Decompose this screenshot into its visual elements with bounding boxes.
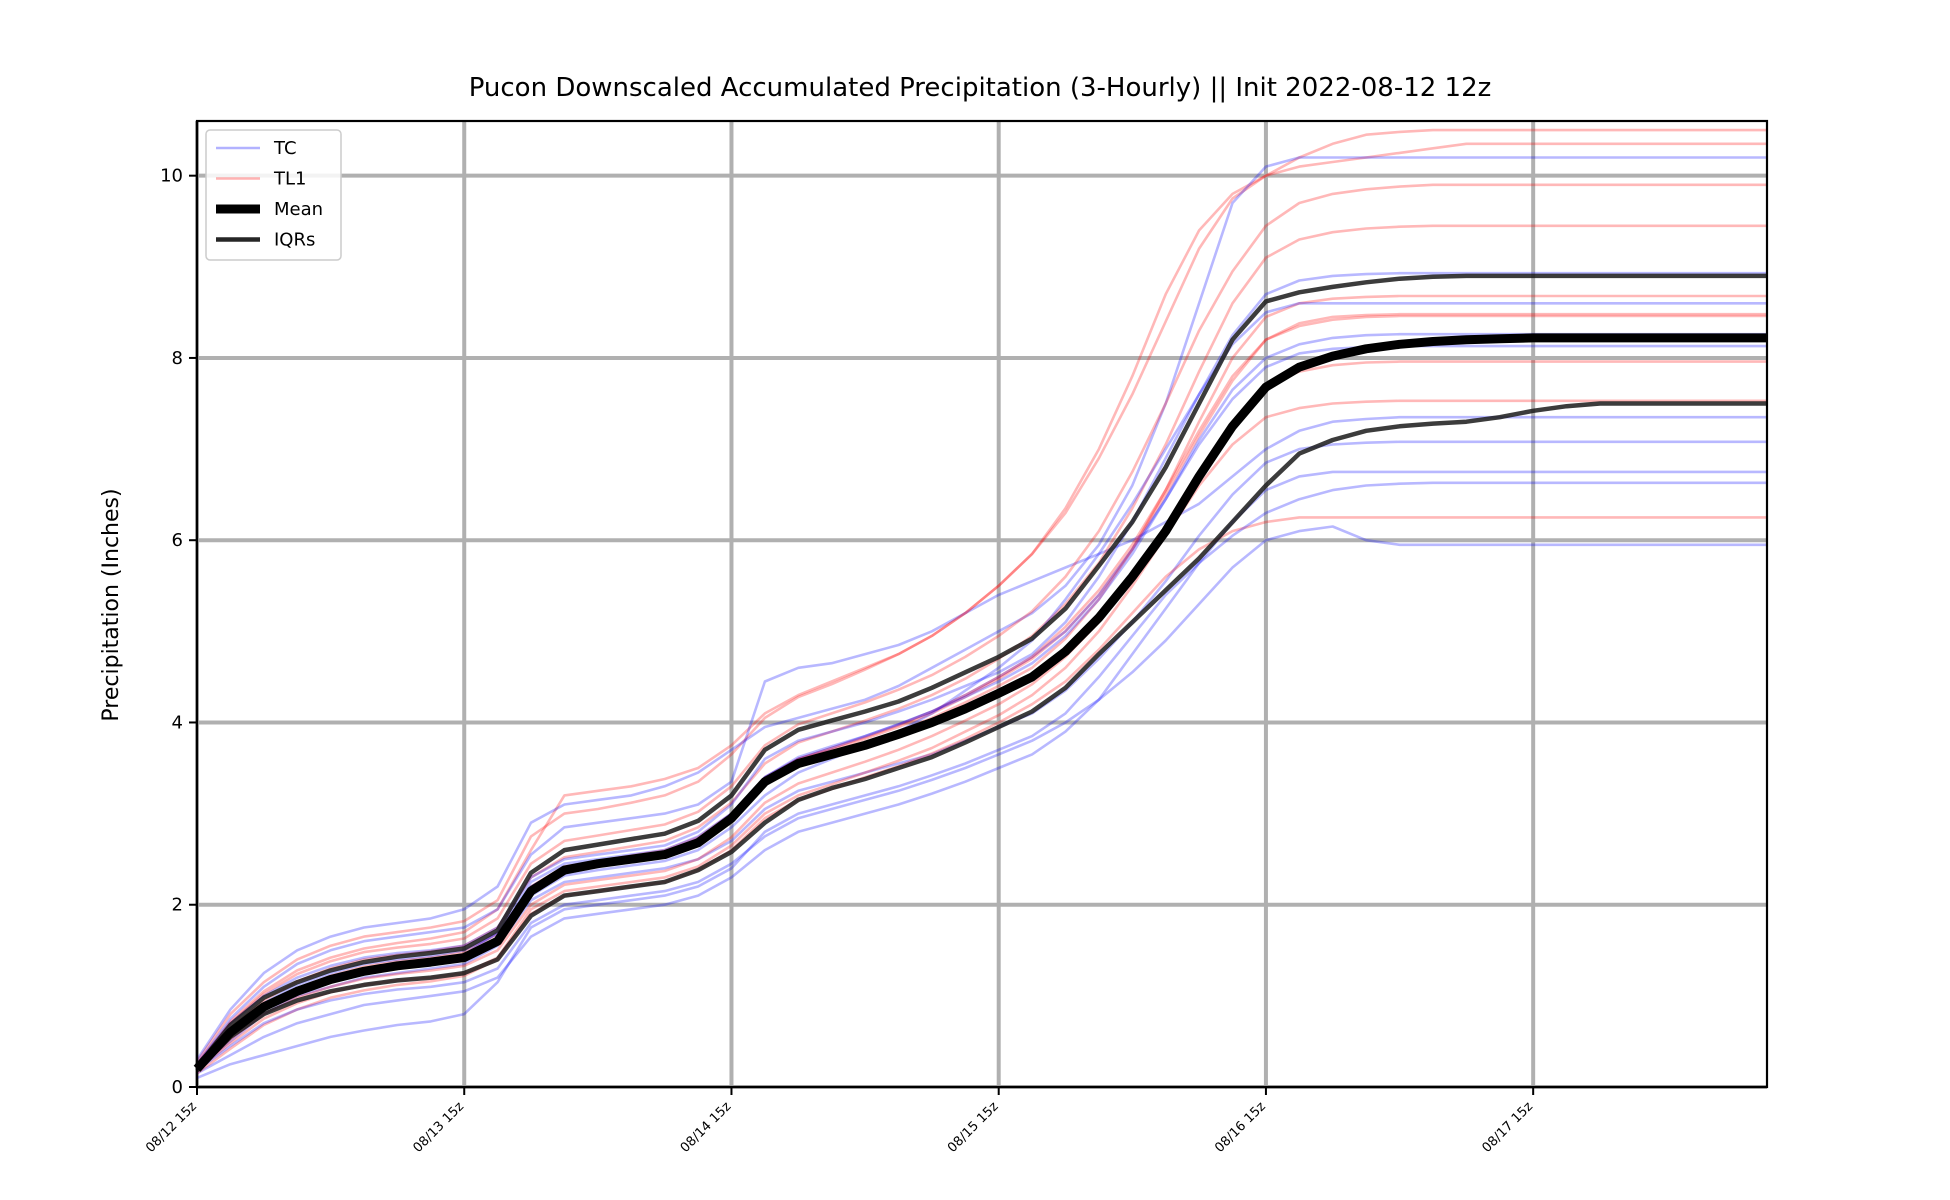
ensemble-line-tl1	[195, 183, 1767, 1066]
ensemble-line-tl1	[196, 360, 1767, 1072]
chart-title: Pucon Downscaled Accumulated Precipitati…	[469, 73, 1492, 103]
y-tick-label: 8	[172, 348, 183, 369]
mean-line	[193, 333, 1767, 1072]
y-tick-label: 10	[160, 166, 183, 187]
y-tick-label: 4	[172, 712, 183, 733]
legend: TC TL1 Mean IQRs	[205, 129, 342, 261]
y-tick-label: 6	[172, 530, 183, 551]
y-tick-label: 0	[172, 1077, 183, 1098]
ensemble-line-tc	[195, 271, 1767, 1066]
ensemble-line-tl1	[195, 142, 1767, 1065]
ensemble-line-tc	[196, 525, 1767, 1072]
iqr-line	[195, 273, 1767, 1069]
legend-label-tl1: TL1	[273, 169, 306, 190]
legend-box	[205, 129, 342, 261]
ensemble-line-tc	[196, 470, 1767, 1075]
plot-frame	[195, 119, 1769, 1089]
iqr-line	[195, 401, 1767, 1073]
y-tick-label: 2	[172, 895, 183, 916]
legend-label-mean: Mean	[274, 199, 323, 220]
ensemble-line-tc	[195, 156, 1767, 1061]
summary-lines	[193, 273, 1767, 1073]
ensemble-line-tl1	[196, 224, 1767, 1068]
ensemble-line-tc	[196, 481, 1767, 1080]
legend-label-iqrs: IQRs	[274, 230, 315, 251]
ensemble-line-tl1	[196, 312, 1767, 1070]
ensemble-line-tl1	[196, 516, 1767, 1075]
ensemble-line-tl1	[195, 128, 1767, 1063]
y-axis-label: Precipitation (Inches)	[99, 488, 124, 721]
legend-label-tc: TC	[273, 138, 297, 159]
